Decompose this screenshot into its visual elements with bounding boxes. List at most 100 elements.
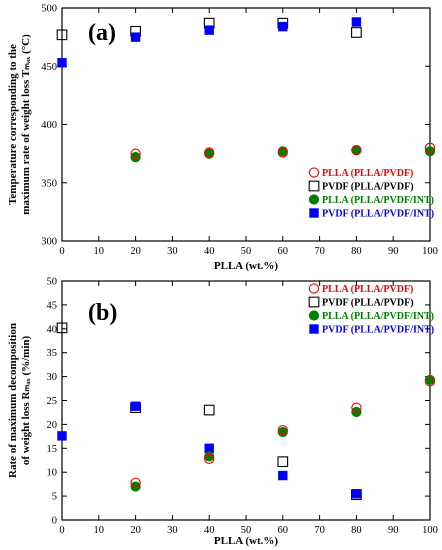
y-tick-label: 10	[47, 468, 58, 479]
data-point	[204, 451, 215, 462]
y-tick-label: 35	[47, 348, 58, 359]
legend-entry-label: PLLA (PLLA/PVDF/INT)	[322, 195, 434, 206]
data-point	[278, 470, 288, 481]
data-point	[204, 147, 215, 158]
x-tick-label: 70	[314, 246, 325, 257]
y-tick-label: 450	[41, 62, 57, 73]
x-axis-label: PLLA (wt.%)	[214, 260, 279, 272]
series-0	[130, 376, 436, 488]
x-tick-label: 70	[314, 525, 325, 536]
y-tick-label: 500	[41, 4, 57, 15]
data-point	[204, 25, 214, 35]
legend-entry-label: PVDF (PLLA/PVDF)	[322, 182, 414, 193]
x-tick-label: 50	[241, 525, 252, 536]
data-point	[130, 32, 141, 42]
data-point	[424, 142, 436, 153]
x-tick-label: 80	[351, 246, 362, 257]
series-1	[56, 322, 362, 501]
data-point	[277, 147, 288, 158]
x-tick-label: 20	[130, 246, 141, 257]
x-tick-label: 100	[422, 246, 438, 257]
legend-marker	[308, 310, 320, 321]
series-3	[57, 17, 362, 68]
y-tick-label: 20	[47, 420, 58, 431]
x-tick-label: 90	[388, 525, 399, 536]
data-point	[130, 152, 141, 163]
y-tick-label: 400	[41, 120, 57, 131]
data-point	[424, 146, 436, 157]
x-tick-label: 10	[94, 246, 105, 257]
x-tick-label: 90	[388, 246, 399, 257]
x-axis-label: PLLA (wt.%)	[214, 535, 279, 547]
data-point	[57, 58, 67, 68]
panel-label: (a)	[88, 20, 116, 46]
legend-entry-label: PLLA (PLLA/PVDF/INT)	[322, 311, 434, 322]
y-tick-label: 5	[52, 492, 57, 503]
x-tick-label: 60	[278, 525, 289, 536]
data-point	[424, 376, 436, 387]
data-point	[56, 322, 68, 334]
legend-marker	[309, 324, 319, 334]
data-point	[277, 424, 288, 436]
panel-label: (b)	[88, 300, 117, 326]
y-tick-label: 30	[47, 372, 58, 383]
series-2	[130, 374, 436, 492]
x-tick-label: 60	[278, 246, 289, 257]
x-tick-label: 10	[94, 525, 105, 536]
y-axis-label-line: Temperature corresponding to the	[7, 44, 19, 205]
y-tick-label: 50	[47, 277, 58, 288]
chart-panel-b: 0 10 20 30 40 50 60 70 80 90 100 0 5 10 15 20 25 30 35 40 45…	[7, 277, 438, 548]
data-point	[130, 148, 141, 159]
y-tick-label: 45	[47, 300, 58, 311]
y-tick-label: 25	[47, 396, 58, 407]
x-tick-label: 0	[59, 525, 64, 536]
data-point	[57, 431, 67, 441]
legend-marker	[309, 208, 319, 218]
legend-entry-label: PVDF (PLLA/PVDF)	[322, 298, 414, 309]
y-tick-label: 0	[52, 516, 57, 527]
legend-entry-label: PVDF (PLLA/PVDF/INT)	[322, 325, 434, 336]
legend-marker	[308, 180, 320, 192]
x-tick-label: 20	[130, 525, 141, 536]
legend-marker	[308, 296, 320, 308]
data-point	[130, 477, 141, 488]
x-tick-label: 30	[167, 246, 178, 257]
x-tick-label: 50	[241, 246, 252, 257]
x-tick-label: 80	[351, 525, 362, 536]
legend-marker	[308, 283, 320, 294]
data-point	[130, 481, 141, 492]
x-tick-label: 40	[204, 525, 215, 536]
data-point	[351, 489, 362, 499]
y-tick-label: 300	[41, 237, 57, 248]
data-point	[204, 443, 214, 454]
data-point	[351, 27, 362, 38]
legend-marker	[308, 167, 320, 178]
legend: PLLA (PLLA/PVDF) PVDF (PLLA/PVDF) PLLA (PL…	[308, 167, 434, 220]
legend-marker	[308, 194, 320, 205]
data-point	[351, 17, 362, 27]
data-point	[203, 404, 215, 416]
series-2	[130, 145, 436, 163]
data-point	[56, 29, 68, 41]
y-axis-label-line: Rate of maximum decomposition	[7, 323, 19, 478]
x-tick-label: 30	[167, 525, 178, 536]
series-3	[57, 401, 362, 499]
data-point	[351, 402, 362, 413]
legend-entry-label: PLLA (PLLA/PVDF)	[322, 168, 413, 179]
series-0	[130, 142, 436, 159]
legend-entry-label: PLLA (PLLA/PVDF)	[322, 284, 413, 295]
data-point	[351, 144, 362, 156]
x-tick-label: 100	[422, 525, 438, 536]
y-tick-label: 350	[41, 178, 57, 189]
data-point	[278, 21, 288, 32]
x-tick-label: 0	[59, 246, 64, 257]
y-axis-label-line: maximum rate of weight loss Tₘₐₓ (°C)	[20, 34, 32, 215]
data-point	[130, 401, 141, 411]
chart-panel-a: 0 10 20 30 40 50 60 70 80 90 100 300 350 400 450 500 PLL…	[7, 4, 438, 273]
x-tick-label: 40	[204, 246, 215, 257]
data-point	[277, 456, 289, 468]
y-tick-label: 15	[47, 444, 58, 455]
legend: PLLA (PLLA/PVDF) PVDF (PLLA/PVDF) PLLA (PL…	[308, 283, 434, 336]
y-tick-label: 40	[47, 324, 58, 335]
